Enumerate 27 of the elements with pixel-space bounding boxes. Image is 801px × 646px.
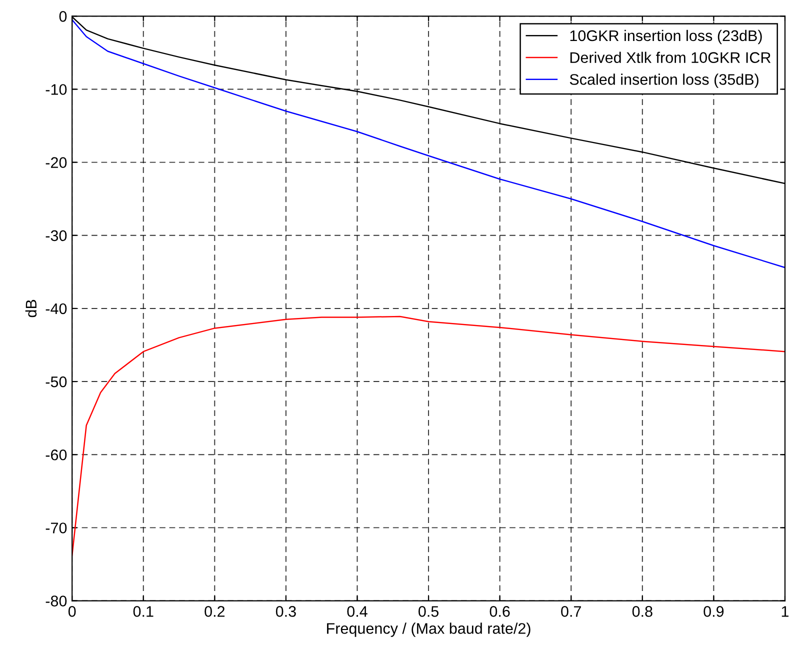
y-axis-title: dB bbox=[25, 300, 37, 318]
y-tick-label: -40 bbox=[46, 303, 67, 314]
y-tick-label: -30 bbox=[46, 230, 67, 242]
x-tick-label: 0.4 bbox=[347, 606, 368, 617]
y-tick-label: -80 bbox=[46, 596, 67, 606]
x-tick-label: 0.6 bbox=[490, 606, 510, 617]
x-tick-label: 0 bbox=[68, 606, 76, 617]
x-tick-label: 0.8 bbox=[632, 606, 652, 617]
x-tick-label: 0.3 bbox=[276, 606, 296, 617]
x-tick-label: 0.9 bbox=[704, 606, 724, 617]
legend-label: Derived Xtlk from 10GKR ICR bbox=[570, 52, 771, 64]
legend-label: 10GKR insertion loss (23dB) bbox=[570, 30, 762, 44]
x-tick-label: 0.2 bbox=[204, 606, 225, 617]
y-tick-label: -60 bbox=[46, 449, 67, 460]
x-tick-label: 0.5 bbox=[418, 606, 439, 617]
line-series bbox=[72, 316, 785, 556]
x-tick-label: 1 bbox=[782, 606, 788, 617]
y-tick-label: -10 bbox=[46, 84, 67, 95]
x-tick-label: 0.7 bbox=[561, 606, 581, 617]
line-series bbox=[72, 19, 785, 268]
y-tick-label: -50 bbox=[46, 376, 67, 388]
legend-label: Scaled insertion loss (35dB) bbox=[570, 74, 758, 88]
y-tick-label: -20 bbox=[46, 157, 67, 168]
x-tick-label: 0.1 bbox=[133, 606, 154, 617]
x-axis-title: Frequency / (Max baud rate/2) bbox=[327, 622, 530, 637]
y-tick-label: 0 bbox=[59, 11, 67, 22]
y-tick-label: -70 bbox=[46, 522, 67, 534]
